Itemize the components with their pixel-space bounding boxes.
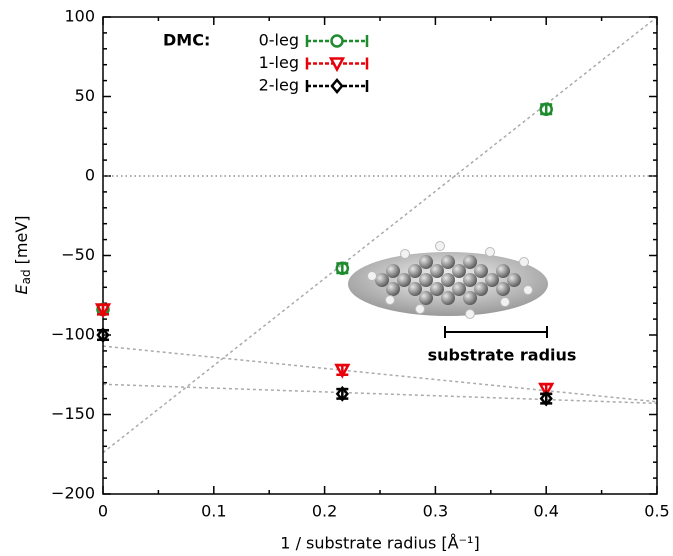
atom — [485, 273, 499, 287]
legend-label: 1-leg — [259, 53, 299, 72]
fit-line — [102, 16, 658, 454]
data-point — [335, 385, 349, 402]
hydrogen — [500, 297, 510, 307]
hydrogen — [415, 304, 425, 314]
x-tick-label: 0.3 — [423, 502, 448, 521]
hydrogen — [385, 295, 395, 305]
atom — [507, 273, 521, 287]
y-label-unit: [meV] — [12, 215, 31, 269]
atom — [474, 264, 488, 278]
atom — [408, 282, 422, 296]
atom — [452, 282, 466, 296]
legend-label: 2-leg — [259, 76, 299, 95]
atom — [441, 273, 455, 287]
fit-line — [102, 345, 658, 403]
annotation: substrate radius — [428, 346, 577, 365]
x-tick-label: 0.5 — [644, 502, 669, 521]
hydrogen — [435, 241, 445, 251]
atom — [419, 291, 433, 305]
plot-frame — [102, 16, 658, 495]
atom — [386, 282, 400, 296]
data-point — [538, 382, 555, 398]
x-tick-label: 0.1 — [201, 502, 226, 521]
y-tick-label: 0 — [85, 166, 95, 185]
y-tick-label: −200 — [51, 484, 95, 503]
legend-label: 0-leg — [259, 31, 299, 50]
atom — [474, 282, 488, 296]
atom — [463, 273, 477, 287]
y-axis-label: Ead [meV] — [12, 215, 33, 294]
hydrogen — [367, 271, 377, 281]
x-tick-label: 0 — [98, 502, 108, 521]
legend-marker — [330, 34, 344, 48]
atom — [397, 273, 411, 287]
x-tick-label: 0.4 — [533, 502, 558, 521]
data-point — [539, 102, 553, 116]
hydrogen — [400, 249, 410, 259]
x-tick-label: 0.2 — [312, 502, 337, 521]
atom — [496, 282, 510, 296]
atom — [419, 273, 433, 287]
y-label-sub: ad — [19, 269, 33, 284]
data-point — [94, 303, 112, 319]
atom — [386, 264, 400, 278]
hydrogen — [523, 285, 533, 295]
legend-marker — [328, 57, 346, 73]
y-label-symbol: E — [12, 284, 31, 295]
y-tick-label: 50 — [75, 86, 95, 105]
data-point — [335, 261, 350, 275]
x-axis-label: 1 / substrate radius [Å⁻¹] — [280, 534, 479, 553]
atom — [441, 291, 455, 305]
data-point — [96, 327, 110, 343]
legend-marker — [330, 78, 344, 94]
y-tick-label: −150 — [51, 404, 95, 423]
atom — [430, 264, 444, 278]
hydrogen — [519, 257, 529, 267]
inset-illustration — [348, 241, 548, 338]
y-tick-label: −50 — [61, 245, 95, 264]
atom — [452, 264, 466, 278]
atom — [408, 264, 422, 278]
atom — [375, 273, 389, 287]
atom — [441, 255, 455, 269]
atom — [430, 282, 444, 296]
hydrogen — [485, 247, 495, 257]
atom — [496, 264, 510, 278]
atom — [463, 255, 477, 269]
y-tick-label: −100 — [51, 325, 95, 344]
legend-title: DMC: — [163, 31, 210, 50]
data-point — [539, 390, 553, 407]
hydrogen — [465, 309, 475, 319]
data-point — [334, 363, 351, 379]
atom — [463, 291, 477, 305]
atom — [419, 255, 433, 269]
y-tick-label: 100 — [64, 7, 95, 26]
fit-line — [102, 383, 658, 405]
